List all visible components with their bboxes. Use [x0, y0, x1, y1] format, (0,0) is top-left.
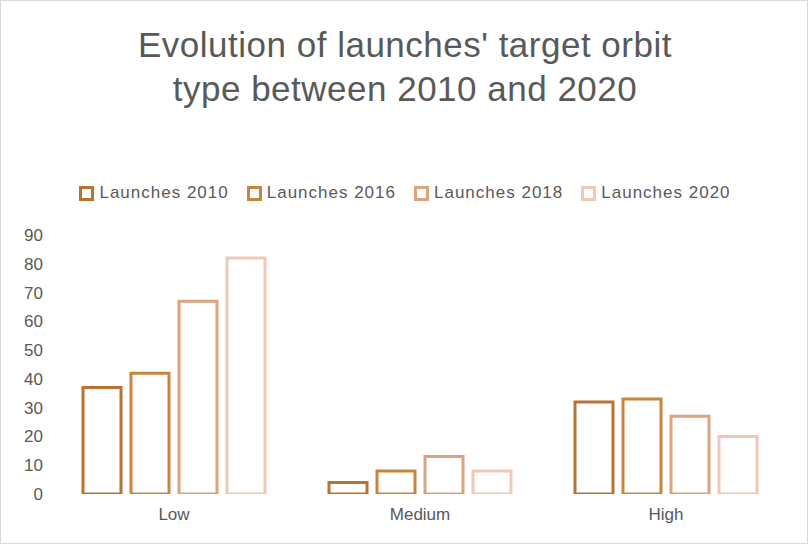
svg-text:80: 80 [24, 255, 43, 274]
svg-text:Medium: Medium [390, 505, 450, 524]
html-text:Launches 2016: Launches 2016 [266, 183, 396, 202]
svg-text:50: 50 [24, 341, 43, 360]
svg-text:40: 40 [24, 370, 43, 389]
svg-text:60: 60 [24, 312, 43, 331]
svg-text:High: High [649, 505, 684, 524]
html-text:Launches 2018: Launches 2018 [434, 183, 564, 202]
svg-text:90: 90 [24, 226, 43, 245]
svg-text:0: 0 [34, 485, 43, 504]
svg-text:70: 70 [24, 284, 43, 303]
svg-text:Low: Low [158, 505, 190, 524]
svg-text:30: 30 [24, 399, 43, 418]
html-text:Launches 2010: Launches 2010 [99, 183, 229, 202]
svg-text:10: 10 [24, 456, 43, 475]
svg-text:20: 20 [24, 427, 43, 446]
html-text:Launches 2020: Launches 2020 [601, 183, 731, 202]
html-text:Evolution of launches' target: Evolution of launches' target orbit type… [138, 25, 672, 108]
